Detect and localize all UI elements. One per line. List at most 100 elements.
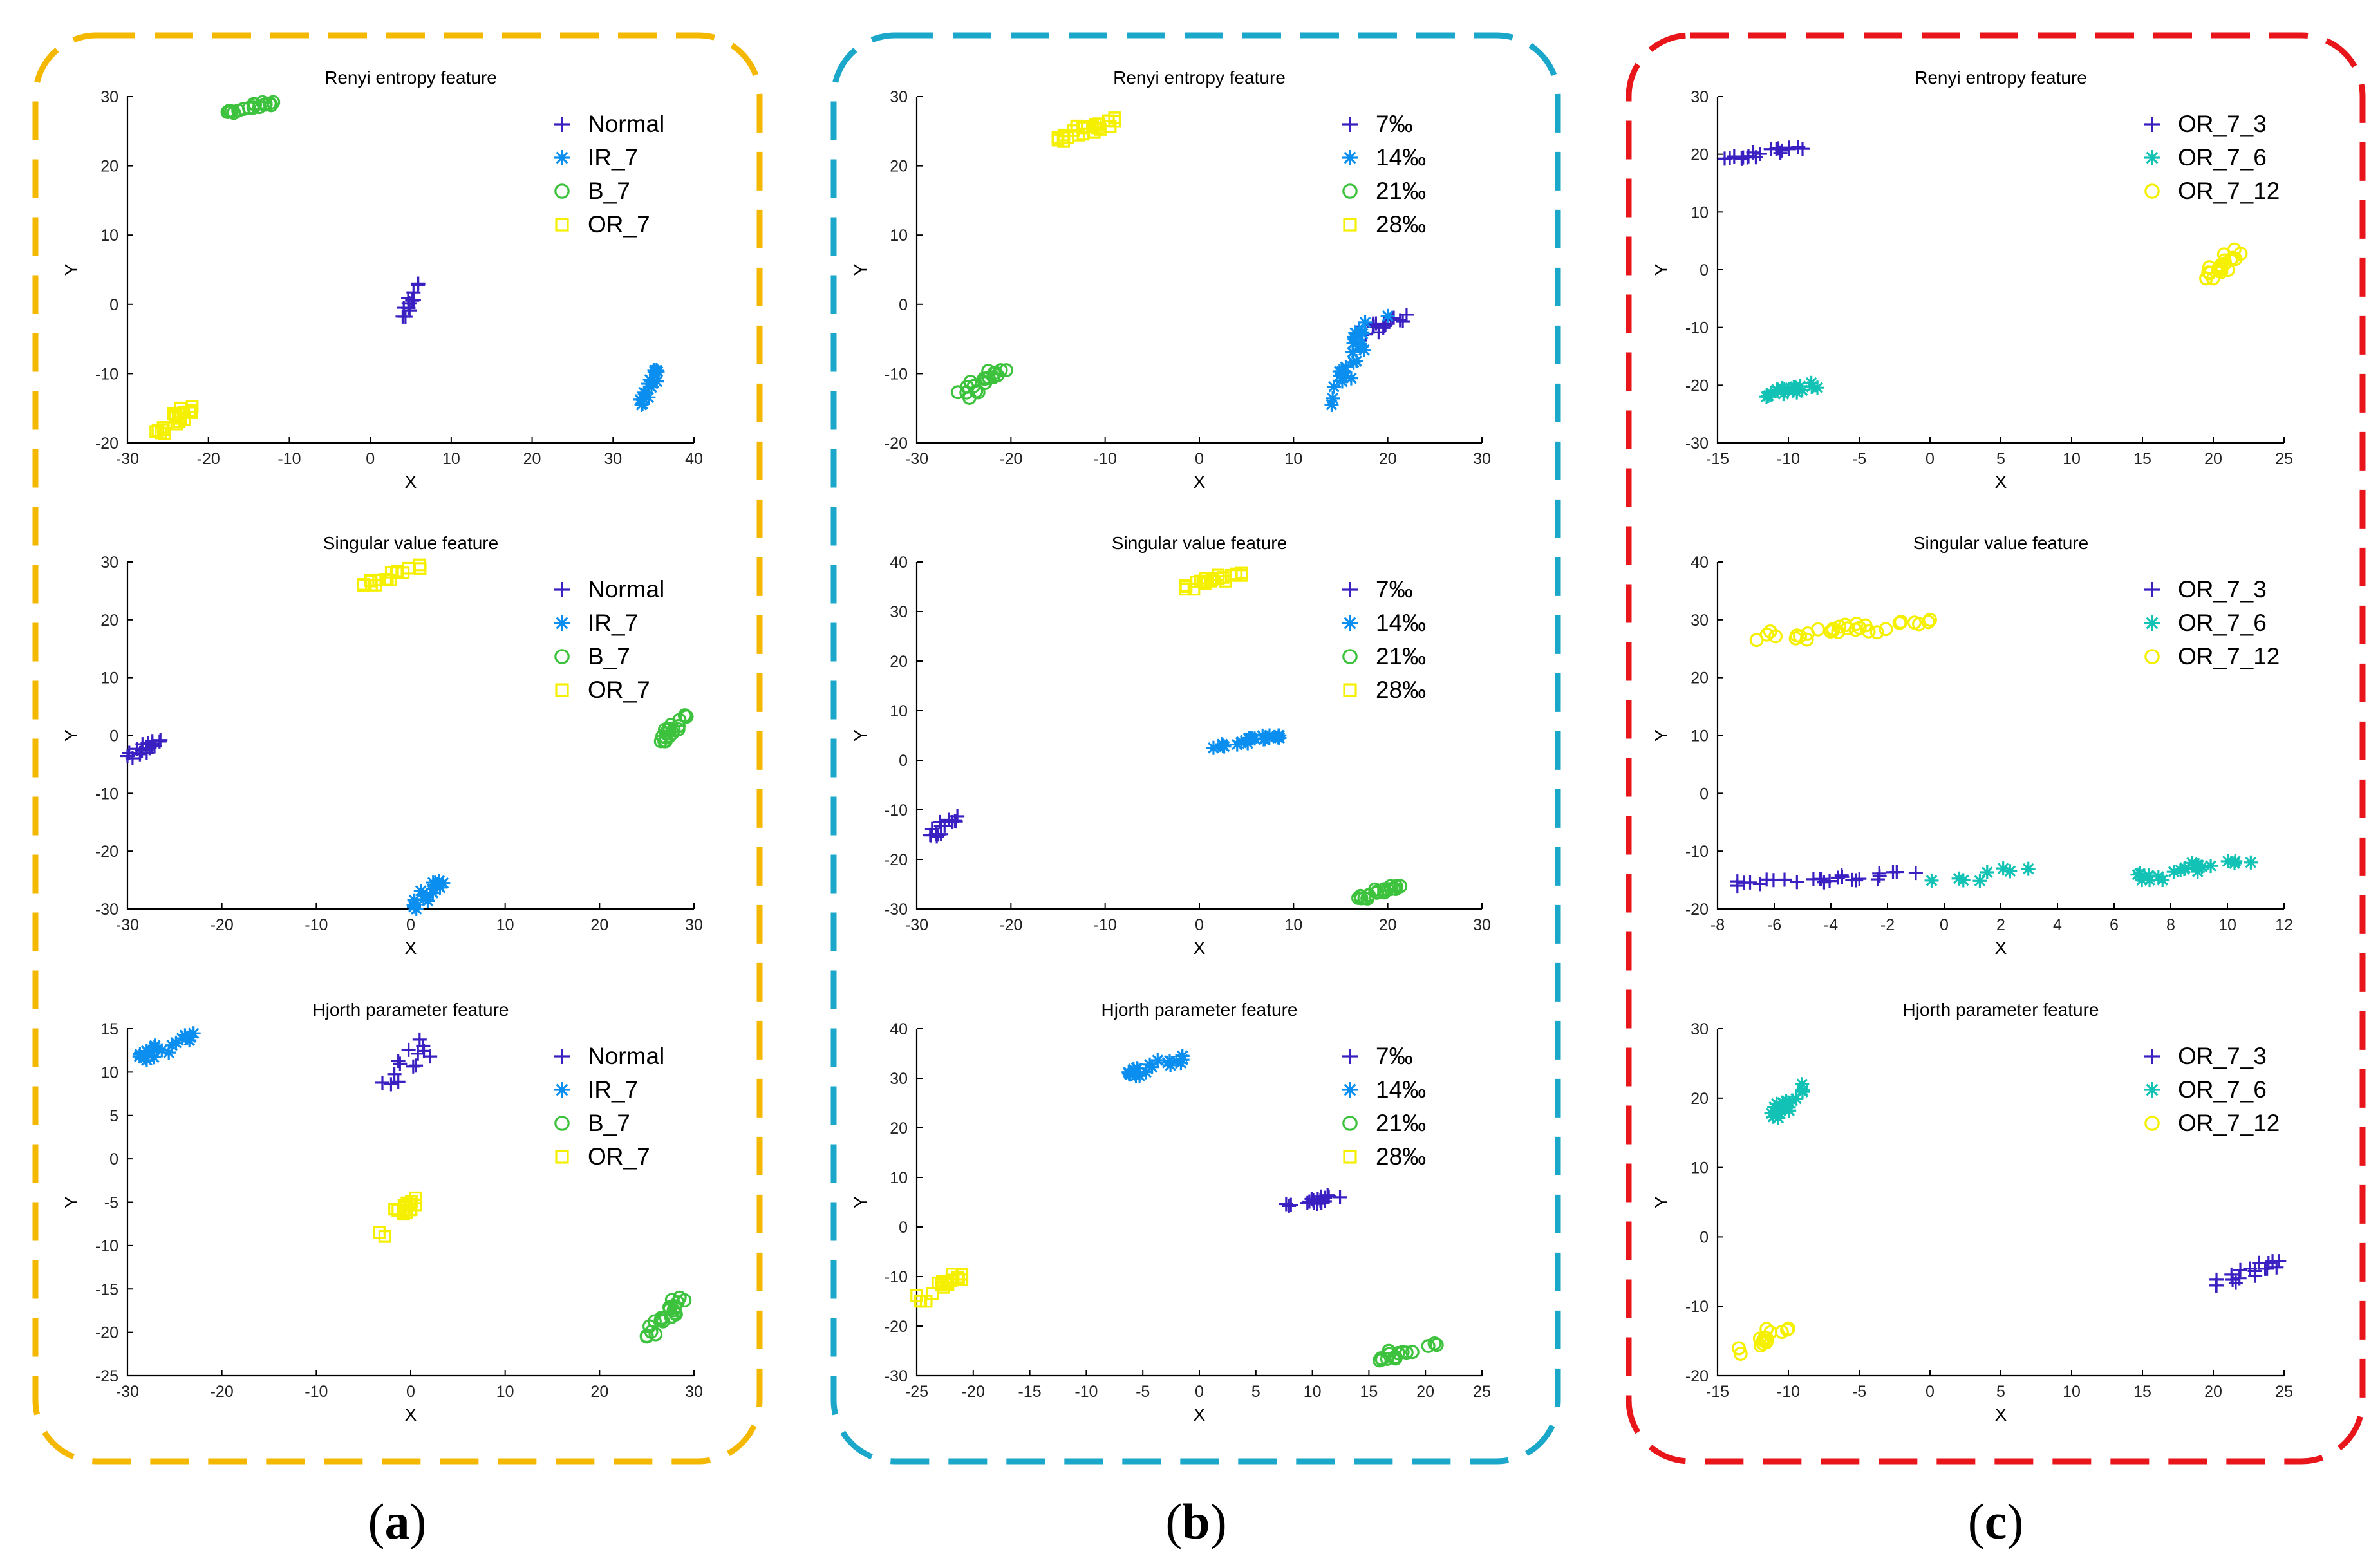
y-tick-label: 40	[890, 1020, 908, 1038]
data-point	[1764, 1106, 1779, 1121]
legend-label: 28‰	[1376, 1143, 1426, 1170]
series-square	[1179, 566, 1248, 596]
data-point	[1743, 875, 1757, 890]
data-point	[951, 385, 965, 400]
data-point	[1324, 397, 1339, 412]
data-point	[1187, 583, 1201, 596]
y-tick-label: 10	[100, 227, 118, 245]
data-point	[1733, 1347, 1748, 1361]
data-point	[923, 828, 938, 843]
data-point	[397, 1204, 410, 1217]
data-point	[2135, 873, 2150, 888]
data-point	[1349, 354, 1364, 369]
y-tick-label: -20	[885, 851, 908, 869]
data-point	[2173, 863, 2188, 877]
caption-letter: a	[385, 1493, 410, 1549]
panel-caption-b: (b)	[1165, 1493, 1226, 1549]
data-point	[1879, 622, 1893, 637]
data-point	[391, 1074, 406, 1089]
caption-letter: b	[1182, 1493, 1210, 1549]
data-point	[2204, 859, 2218, 874]
x-tick-label: 20	[1379, 450, 1397, 468]
legend-label: 14‰	[1376, 610, 1426, 636]
x-tick-label: 0	[1940, 916, 1949, 934]
x-tick-label: 10	[496, 1383, 514, 1401]
data-point	[1320, 1188, 1335, 1203]
data-point	[650, 364, 665, 379]
x-tick-label: 4	[2053, 916, 2062, 934]
data-point	[1370, 884, 1385, 899]
data-point	[1777, 872, 1792, 887]
legend-marker	[2144, 1116, 2160, 1131]
y-tick-label: 20	[1691, 1090, 1709, 1108]
data-point	[1347, 330, 1362, 344]
data-point	[1795, 1077, 1810, 1092]
data-point	[641, 377, 656, 391]
x-tick-label: 2	[1996, 916, 2005, 934]
data-point	[2232, 1271, 2247, 1286]
series-plus	[2209, 1254, 2287, 1293]
data-point	[1174, 1056, 1188, 1071]
legend-label: OR_7_3	[2178, 1043, 2267, 1069]
data-point	[1921, 615, 1936, 630]
x-tick-label: 15	[2133, 1383, 2151, 1401]
data-point	[1335, 374, 1349, 389]
y-tick-label: 30	[1691, 612, 1709, 630]
data-point	[1852, 872, 1867, 886]
data-point	[2243, 1261, 2258, 1276]
chart-title: Renyi entropy feature	[1113, 68, 1286, 88]
x-tick-label: -5	[1852, 1383, 1866, 1401]
data-point	[162, 1045, 176, 1060]
x-tick-label: -20	[999, 916, 1022, 934]
y-tick-label: 0	[109, 296, 118, 314]
data-point	[1355, 326, 1370, 341]
x-tick-label: 5	[1996, 450, 2005, 468]
data-point	[420, 894, 435, 908]
series-plus	[1718, 140, 1810, 166]
data-point	[1282, 1199, 1297, 1213]
data-point	[1788, 631, 1803, 646]
data-point	[2224, 1267, 2239, 1282]
x-tick-label: 8	[2166, 916, 2175, 934]
data-point	[2225, 250, 2240, 265]
data-point	[1224, 568, 1238, 582]
chart-2-0: Renyi entropy feature -15 -10 -5 0 5 10 15 20 25 -…	[1651, 68, 2293, 492]
chart-title: Hjorth parameter feature	[312, 1000, 509, 1020]
legend-label: 21‰	[1376, 178, 1426, 204]
legend-marker	[1342, 582, 1358, 597]
y-tick-label: 0	[1700, 261, 1709, 279]
data-point	[642, 372, 657, 387]
data-point	[1175, 1049, 1190, 1063]
data-point	[1923, 612, 1937, 627]
y-tick-label: -10	[1685, 1298, 1709, 1316]
data-point	[1811, 622, 1826, 637]
x-tick-label: -10	[1777, 450, 1800, 468]
data-point	[379, 572, 393, 586]
data-point	[2220, 854, 2235, 868]
x-tick-label: -5	[1136, 1383, 1150, 1401]
series-circle	[1372, 1336, 1444, 1368]
y-tick-label: 30	[100, 554, 118, 572]
legend-label: OR_7_12	[2178, 643, 2280, 669]
x-tick-label: 20	[1416, 1383, 1434, 1401]
data-point	[1956, 873, 1971, 888]
y-axis-label: Y	[850, 729, 870, 742]
x-tick-label: -20	[211, 1383, 234, 1401]
legend-label: B_7	[588, 178, 630, 204]
data-point	[650, 374, 664, 389]
legend-label: 7‰	[1376, 1043, 1413, 1069]
x-tick-label: -30	[116, 1383, 139, 1401]
y-axis-label: Y	[61, 263, 81, 276]
legend-label: Normal	[588, 576, 664, 603]
panel-frame-b	[830, 32, 1561, 1465]
data-point	[1160, 1055, 1175, 1070]
data-point	[391, 1053, 406, 1068]
y-tick-label: 10	[890, 227, 908, 245]
x-tick-label: 20	[590, 916, 608, 934]
series-circle	[1749, 612, 1937, 648]
x-tick-label: 20	[523, 450, 541, 468]
x-tick-label: 0	[1195, 450, 1204, 468]
legend-marker	[554, 1116, 570, 1131]
x-tick-label: 0	[1926, 1383, 1935, 1401]
